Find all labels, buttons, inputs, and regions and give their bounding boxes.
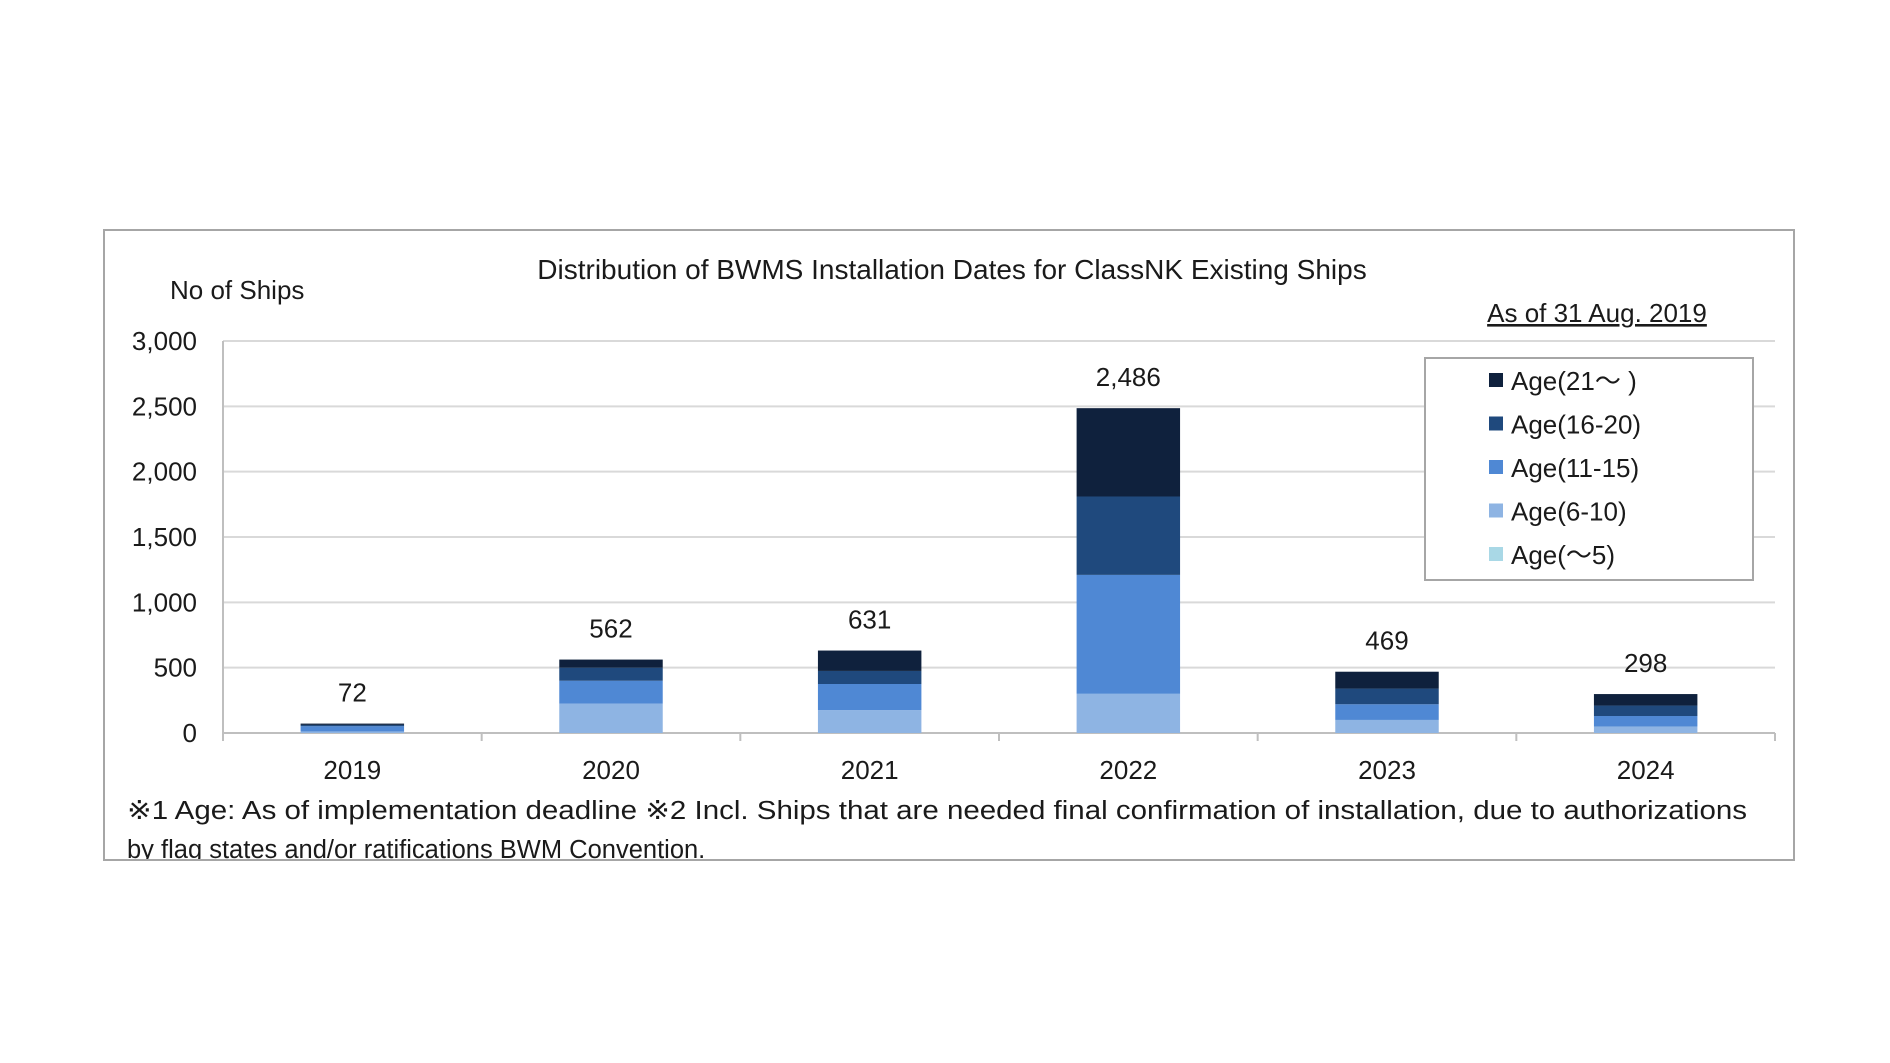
x-tick-label: 2022 <box>1099 755 1157 785</box>
legend: Age(21〜 ) Age(16-20) Age(11-15) Age(6-10) Ag… <box>1424 357 1754 581</box>
total-label: 631 <box>848 605 891 635</box>
footnote-line-2: by flag states and/or ratifications BWM … <box>127 836 705 859</box>
total-label: 72 <box>338 678 367 708</box>
y-tick-label: 3,000 <box>132 326 197 356</box>
y-axis-ticks: 0 500 1,000 1,500 2,000 2,500 3,000 <box>132 326 197 748</box>
total-label: 298 <box>1624 648 1667 678</box>
y-tick-label: 1,500 <box>132 522 197 552</box>
bar-segment <box>1335 719 1439 733</box>
bar-segment <box>817 650 922 671</box>
chart-svg: Distribution of BWMS Installation Dates … <box>127 254 1776 864</box>
legend-swatch <box>1489 547 1503 561</box>
legend-label: Age(〜5) <box>1511 540 1615 570</box>
bar-segment <box>817 670 922 684</box>
x-tick-label: 2019 <box>323 755 381 785</box>
x-tick-label: 2020 <box>582 755 640 785</box>
bar-segment <box>1076 408 1181 497</box>
bar-segment <box>1593 726 1698 733</box>
legend-label: Age(11-15) <box>1511 453 1639 483</box>
footnote-line-1: ※1 Age: As of implementation deadline ※2… <box>127 797 1747 825</box>
bar-segment <box>300 724 405 727</box>
legend-swatch <box>1489 373 1503 387</box>
bar-segment <box>559 703 663 733</box>
x-tick-label: 2023 <box>1358 755 1416 785</box>
legend-label: Age(6-10) <box>1511 497 1627 527</box>
y-tick-label: 1,000 <box>132 587 197 617</box>
legend-swatch <box>1489 460 1503 474</box>
total-labels: 72 562 631 2,486 469 298 <box>338 362 1667 707</box>
bar-segment <box>559 659 663 668</box>
bar-segment <box>1593 705 1698 717</box>
bar-segment <box>1593 716 1698 727</box>
y-tick-label: 0 <box>183 718 197 748</box>
x-tick-label: 2021 <box>841 755 899 785</box>
grid-layer <box>222 340 1776 741</box>
chart-frame: Distribution of BWMS Installation Dates … <box>103 229 1795 864</box>
legend-box <box>1424 357 1754 581</box>
bar-segment <box>1593 694 1698 706</box>
y-tick-label: 2,000 <box>132 457 197 487</box>
bars <box>300 408 1698 733</box>
bar-segment <box>1335 671 1439 689</box>
bar-segment <box>1335 704 1439 720</box>
legend-swatch <box>1489 503 1503 518</box>
bar-segment <box>1076 574 1181 694</box>
y-axis-label: No of Ships <box>170 275 304 305</box>
bar-segment <box>300 723 405 725</box>
total-label: 469 <box>1365 626 1408 656</box>
legend-label: Age(16-20) <box>1511 410 1641 440</box>
bar-segment <box>300 726 405 732</box>
bar-segment <box>559 680 663 704</box>
bar-segment <box>817 710 922 733</box>
bar-segment <box>559 667 663 681</box>
y-tick-label: 2,500 <box>132 391 197 421</box>
y-tick-label: 500 <box>154 653 197 683</box>
x-axis-ticks: 2019 2020 2021 2022 2023 2024 <box>323 755 1674 785</box>
bar-segment <box>1076 693 1181 733</box>
bar-segment <box>1335 688 1439 705</box>
legend-swatch <box>1489 416 1503 431</box>
chart-title: Distribution of BWMS Installation Dates … <box>537 254 1366 285</box>
total-label: 562 <box>589 614 632 644</box>
bar-segment <box>1076 496 1181 575</box>
total-label: 2,486 <box>1096 362 1161 392</box>
x-tick-label: 2024 <box>1617 755 1675 785</box>
legend-label: Age(21〜 ) <box>1511 366 1637 396</box>
bar-segment <box>817 684 922 711</box>
bar-segment <box>300 731 405 733</box>
as-of-date: As of 31 Aug. 2019 <box>1487 298 1707 328</box>
